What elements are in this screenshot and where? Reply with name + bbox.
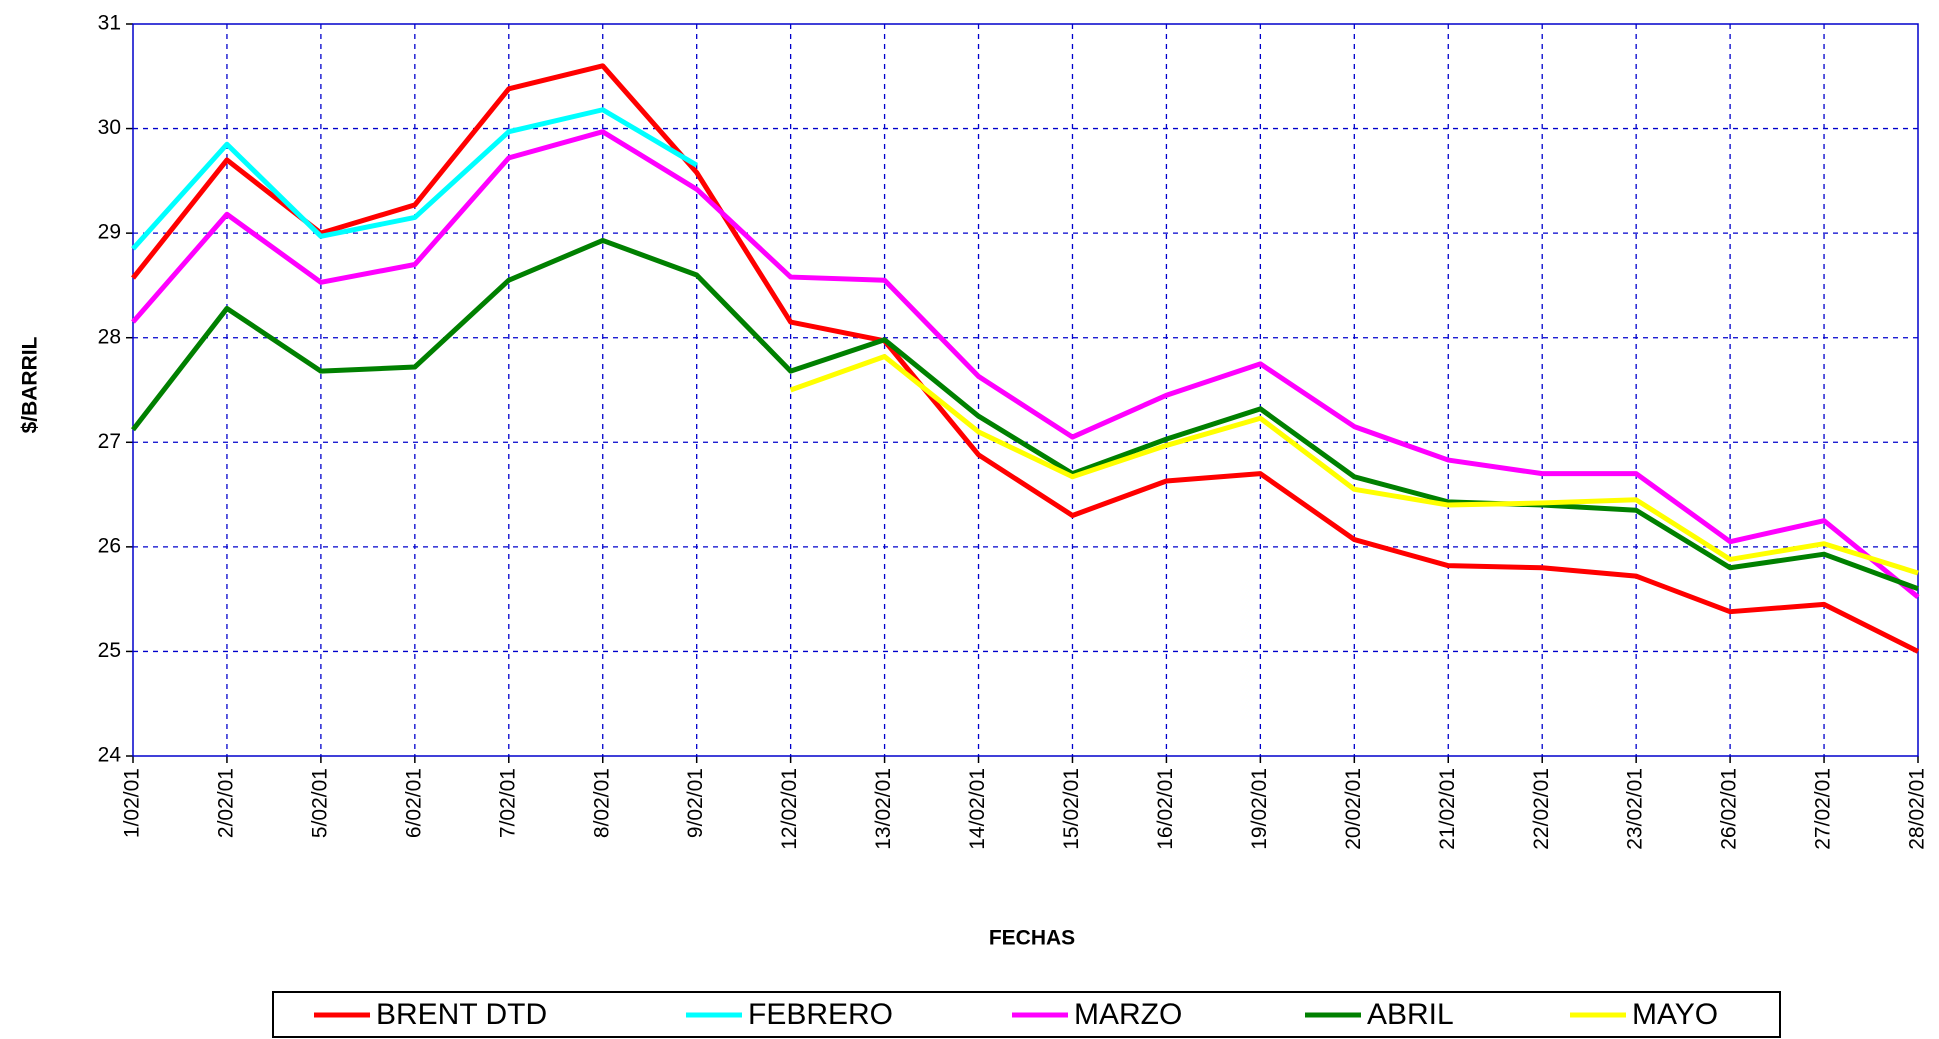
x-tick-label: 26/02/01 <box>1718 768 1741 850</box>
y-tick-label: 28 <box>98 325 121 348</box>
legend-label: MARZO <box>1074 998 1182 1031</box>
x-tick-label: 14/02/01 <box>966 768 989 850</box>
x-tick-label: 20/02/01 <box>1342 768 1365 850</box>
x-tick-label: 16/02/01 <box>1154 768 1177 850</box>
x-tick-label: 28/02/01 <box>1906 768 1929 850</box>
legend-label: BRENT DTD <box>376 998 547 1031</box>
y-tick-label: 31 <box>98 12 121 35</box>
y-tick-label: 26 <box>98 534 121 557</box>
plot-border <box>132 23 1919 757</box>
legend-label: ABRIL <box>1367 998 1454 1031</box>
x-tick-label: 8/02/01 <box>590 768 613 838</box>
x-tick-label: 9/02/01 <box>684 768 707 838</box>
x-tick-label: 21/02/01 <box>1436 768 1459 850</box>
legend-label: FEBRERO <box>748 998 893 1031</box>
x-tick-label: 22/02/01 <box>1530 768 1553 850</box>
x-axis-label: FECHAS <box>989 927 1075 950</box>
y-tick-label: 27 <box>98 430 121 453</box>
y-tick-label: 30 <box>98 116 121 139</box>
series-line <box>789 354 1919 576</box>
y-tick-label: 24 <box>98 744 122 767</box>
x-tick-label: 13/02/01 <box>872 768 895 850</box>
x-tick-label: 1/02/01 <box>121 768 144 838</box>
series-line <box>131 63 1920 654</box>
series-line <box>131 129 1920 599</box>
y-tick-label: 29 <box>98 221 121 244</box>
x-tick-label: 19/02/01 <box>1248 768 1271 850</box>
x-tick-label: 7/02/01 <box>496 768 519 838</box>
x-tick-label: 12/02/01 <box>778 768 801 850</box>
x-tick-label: 5/02/01 <box>308 768 331 838</box>
legend-label: MAYO <box>1632 998 1718 1031</box>
x-tick-label: 23/02/01 <box>1624 768 1647 850</box>
y-tick-label: 25 <box>98 639 121 662</box>
x-tick-label: 27/02/01 <box>1812 768 1835 850</box>
y-axis-label: $/BARRIL <box>19 336 42 433</box>
x-tick-label: 6/02/01 <box>402 768 425 838</box>
x-tick-label: 15/02/01 <box>1060 768 1083 850</box>
series-line <box>131 107 698 251</box>
x-tick-label: 2/02/01 <box>214 768 237 838</box>
series-line <box>131 237 1919 592</box>
